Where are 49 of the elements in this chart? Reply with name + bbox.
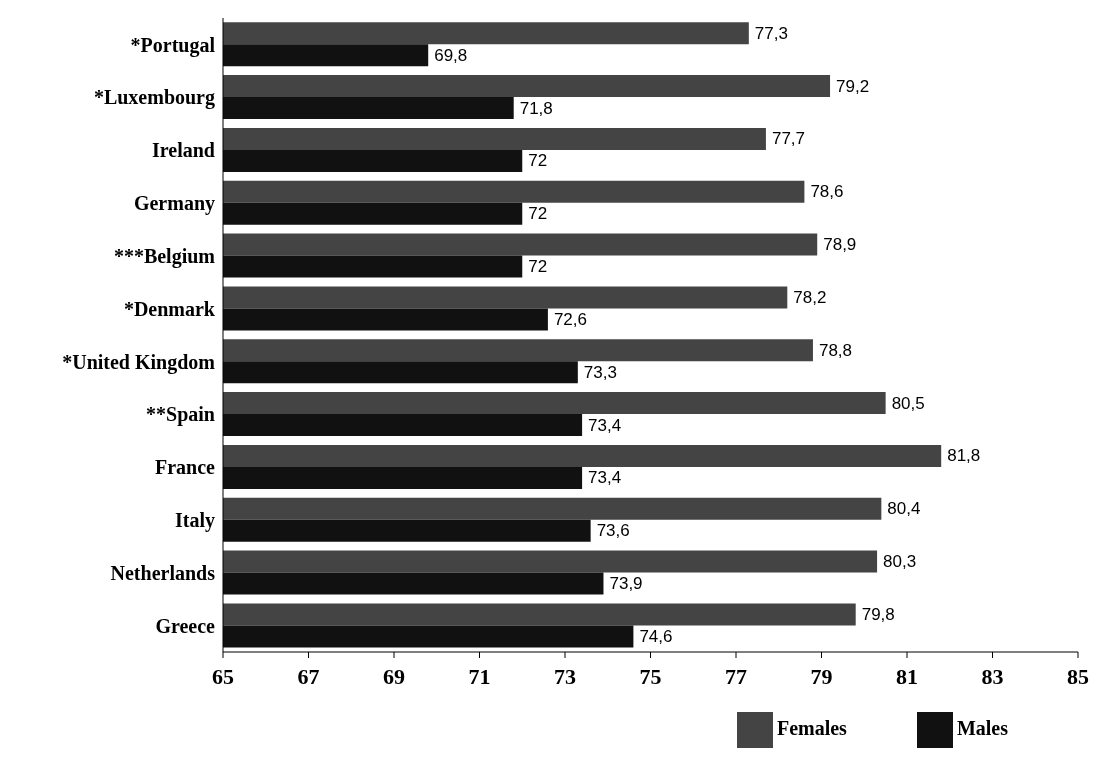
data-label: 78,8 <box>818 340 853 360</box>
data-label: 73,6 <box>596 521 630 541</box>
data-label: 74,6 <box>639 626 673 646</box>
data-label: 72 <box>528 257 548 277</box>
y-tick-label: Greece <box>155 614 216 637</box>
data-label: 79,8 <box>861 604 895 624</box>
x-tick-label: 85 <box>1067 663 1089 689</box>
y-tick-label: *Luxembourg <box>93 86 215 110</box>
data-label: 73,4 <box>588 468 622 488</box>
x-tick-label: 71 <box>468 663 491 689</box>
y-tick-label: *Denmark <box>123 297 216 320</box>
y-tick-label: **Spain <box>146 403 215 427</box>
y-tick-label: Ireland <box>152 139 215 162</box>
y-tick-label: ***Belgium <box>113 244 216 268</box>
x-tick-label: 83 <box>981 663 1004 689</box>
x-tick-label: 67 <box>297 663 320 689</box>
x-tick-label: 69 <box>383 663 405 689</box>
data-label: 77,3 <box>754 23 788 43</box>
data-label: 73,3 <box>583 362 617 382</box>
y-tick-label: *United Kingdom <box>62 350 216 374</box>
data-label: 78,9 <box>823 235 857 255</box>
data-label: 69,8 <box>434 45 468 65</box>
data-label: 72 <box>528 151 548 171</box>
x-tick-label: 77 <box>725 663 747 689</box>
data-label: 79,2 <box>836 76 870 96</box>
data-label: 78,2 <box>793 287 827 307</box>
y-tick-label: Italy <box>175 509 215 533</box>
y-tick-label: *Portugal <box>130 33 216 57</box>
y-tick-label: Netherlands <box>110 561 216 584</box>
legend-label: Females <box>776 716 847 739</box>
x-tick-label: 81 <box>896 663 918 689</box>
data-label: 77,7 <box>771 129 806 149</box>
data-label: 80,5 <box>891 393 925 413</box>
data-label: 80,3 <box>883 552 917 572</box>
data-label: 72 <box>528 204 548 224</box>
x-tick-label: 75 <box>639 663 662 689</box>
y-tick-label: France <box>155 456 216 479</box>
x-tick-label: 79 <box>810 663 833 689</box>
data-label: 73,9 <box>609 574 643 594</box>
x-tick-label: 73 <box>554 663 576 689</box>
data-label: 81,8 <box>947 446 981 466</box>
y-tick-label: Germany <box>133 192 215 216</box>
legend-label: Males <box>956 716 1008 739</box>
data-label: 78,6 <box>810 182 844 202</box>
x-tick-label: 65 <box>212 663 234 689</box>
data-label: 80,4 <box>887 499 921 519</box>
data-label: 71,8 <box>519 98 553 118</box>
data-label: 72,6 <box>553 309 587 329</box>
data-label: 73,4 <box>588 415 622 435</box>
